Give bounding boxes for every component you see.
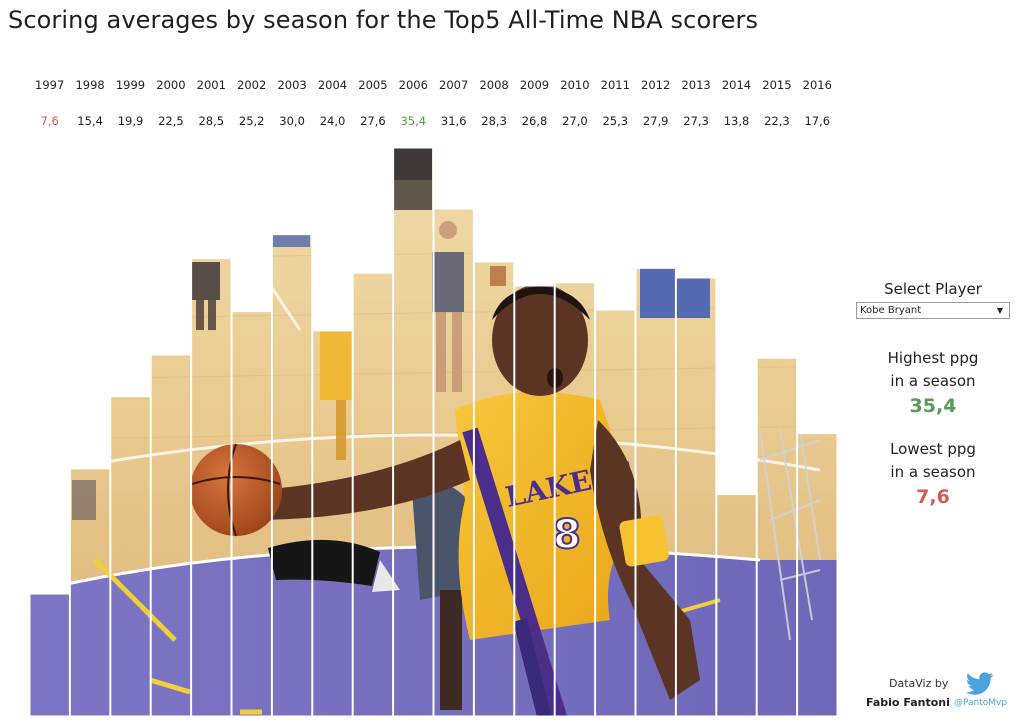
year-label-2013: 2013 <box>681 78 710 92</box>
value-label-2011: 25,3 <box>602 114 628 128</box>
bar-2006[interactable] <box>393 147 434 717</box>
chevron-down-icon[interactable]: ▼ <box>996 306 1003 315</box>
credit-block: DataViz by Fabio Fantoni @PantoMvp <box>862 672 1012 716</box>
value-label-1998: 15,4 <box>77 114 103 128</box>
year-label-2002: 2002 <box>237 78 266 92</box>
bar-separators <box>29 147 838 717</box>
bar-2003[interactable] <box>271 234 313 717</box>
highest-ppg-label-1: Highest ppg <box>887 349 979 367</box>
year-labels: 1997 1998 1999 2000 2001 2002 2003 2004 2005 2006… <box>35 78 832 92</box>
bar-2001[interactable] <box>191 258 232 717</box>
year-label-1999: 1999 <box>116 78 145 92</box>
year-label-1997: 1997 <box>35 78 64 92</box>
year-label-2001: 2001 <box>197 78 226 92</box>
year-label-2000: 2000 <box>156 78 185 92</box>
value-label-2009: 26,8 <box>522 114 548 128</box>
value-label-2006: 35,4 <box>400 114 426 128</box>
player-dropdown[interactable]: Kobe Bryant ▼ <box>856 302 1010 319</box>
bar-2010[interactable] <box>554 282 596 717</box>
highest-ppg-label-2: in a season <box>890 372 976 390</box>
lowest-ppg-value: 7,6 <box>916 486 950 508</box>
value-label-2010: 27,0 <box>562 114 588 128</box>
lowest-ppg-label-2: in a season <box>890 463 976 481</box>
value-label-2014: 13,8 <box>724 114 750 128</box>
bar-2014[interactable] <box>716 494 757 717</box>
value-label-2004: 24,0 <box>320 114 346 128</box>
bar-2005[interactable] <box>352 272 394 717</box>
year-label-2011: 2011 <box>601 78 630 92</box>
bar-2012[interactable] <box>635 267 676 717</box>
value-label-1999: 19,9 <box>118 114 144 128</box>
value-label-2008: 28,3 <box>481 114 507 128</box>
page-title: Scoring averages by season for the Top5 … <box>8 6 759 34</box>
year-label-2010: 2010 <box>560 78 589 92</box>
twitter-bird-icon[interactable] <box>966 672 994 696</box>
value-label-2003: 30,0 <box>279 114 305 128</box>
year-label-2005: 2005 <box>358 78 387 92</box>
year-label-2003: 2003 <box>277 78 306 92</box>
value-label-2012: 27,9 <box>643 114 669 128</box>
bar-2007[interactable] <box>433 208 474 717</box>
lowest-ppg-label-1: Lowest ppg <box>890 440 976 458</box>
year-label-2006: 2006 <box>399 78 428 92</box>
bar-1999[interactable] <box>110 396 151 717</box>
credit-author: Fabio Fantoni <box>866 696 950 709</box>
year-label-2007: 2007 <box>439 78 468 92</box>
bar-2004[interactable] <box>312 330 353 717</box>
player-photo: LAKERS 8 <box>30 148 837 717</box>
value-label-2001: 28,5 <box>198 114 224 128</box>
value-label-2002: 25,2 <box>239 114 265 128</box>
value-label-2013: 27,3 <box>683 114 709 128</box>
year-label-2015: 2015 <box>762 78 791 92</box>
year-label-2004: 2004 <box>318 78 347 92</box>
year-label-2008: 2008 <box>479 78 508 92</box>
year-label-2014: 2014 <box>722 78 751 92</box>
value-label-1997: 7,6 <box>41 114 59 128</box>
bar-2013[interactable] <box>675 277 717 717</box>
select-player-label: Select Player <box>884 280 982 298</box>
bar-2015[interactable] <box>756 357 798 717</box>
year-label-2009: 2009 <box>520 78 549 92</box>
year-label-2012: 2012 <box>641 78 670 92</box>
bar-1997[interactable] <box>29 593 70 717</box>
credit-handle[interactable]: @PantoMvp <box>954 698 1008 708</box>
year-label-2016: 2016 <box>803 78 832 92</box>
credit-by: DataViz by <box>889 677 949 690</box>
bar-2002[interactable] <box>231 311 272 717</box>
bar-2016[interactable] <box>797 433 838 717</box>
bar-1998[interactable] <box>69 468 111 717</box>
bar-2000[interactable] <box>150 354 192 717</box>
value-label-2005: 27,6 <box>360 114 386 128</box>
scoring-chart: LAKERS 8 1997 1998 1999 2000 2001 2002 2003 200… <box>29 78 838 717</box>
value-label-2000: 22,5 <box>158 114 184 128</box>
highest-ppg-value: 35,4 <box>909 395 957 417</box>
bar-2011[interactable] <box>595 309 636 717</box>
value-label-2007: 31,6 <box>441 114 467 128</box>
value-label-2015: 22,3 <box>764 114 790 128</box>
svg-text:8: 8 <box>553 512 581 558</box>
player-dropdown-value: Kobe Bryant <box>860 305 922 316</box>
highest-ppg-panel: Highest ppg in a season 35,4 <box>852 347 1014 419</box>
year-label-1998: 1998 <box>75 78 104 92</box>
value-labels: 7,6 15,4 19,9 22,5 28,5 25,2 30,0 24,0 27,6 35,4 3… <box>41 114 831 128</box>
bar-2009[interactable] <box>514 285 555 717</box>
lowest-ppg-panel: Lowest ppg in a season 7,6 <box>852 438 1014 510</box>
bar-2008[interactable] <box>473 261 515 717</box>
value-label-2016: 17,6 <box>804 114 830 128</box>
